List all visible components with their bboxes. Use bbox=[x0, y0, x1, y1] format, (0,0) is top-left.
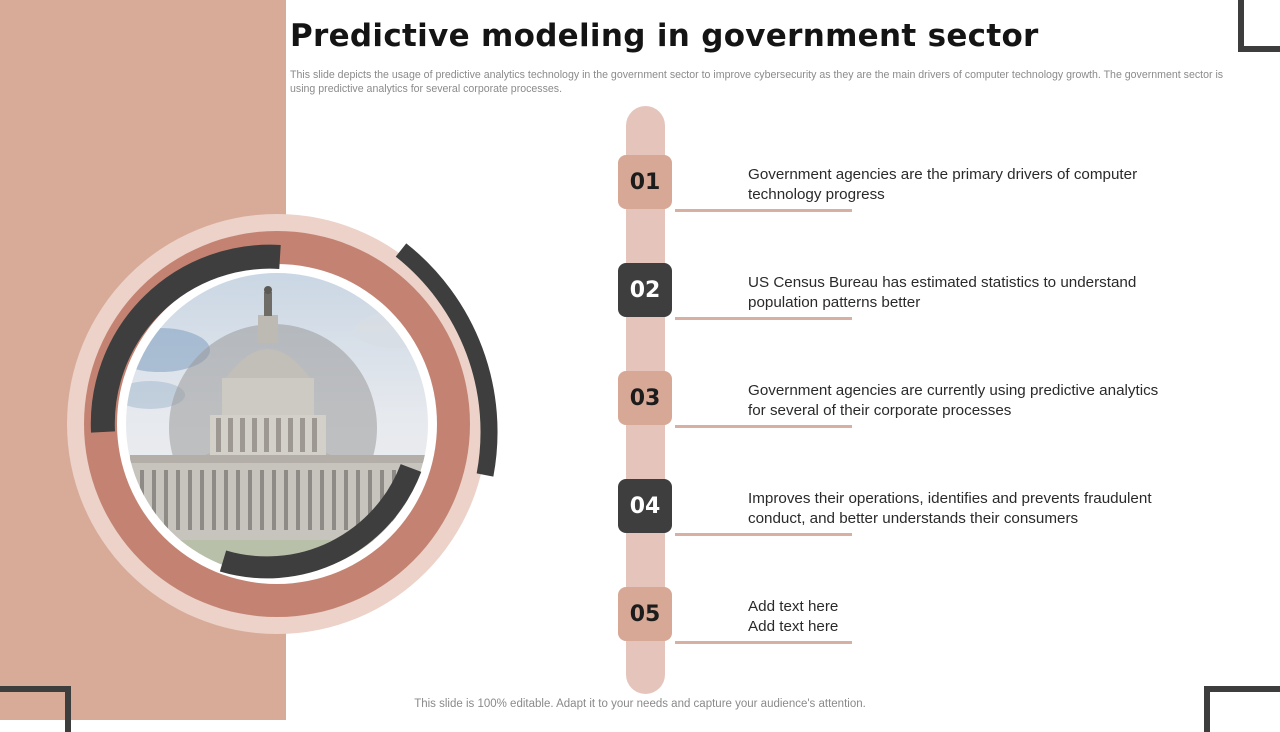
step-description: US Census Bureau has estimated statistic… bbox=[748, 273, 1188, 312]
step-text-line-2: population patterns better bbox=[748, 293, 921, 311]
step-number-badge: 04 bbox=[618, 479, 672, 533]
dark-arc-upper bbox=[90, 244, 281, 433]
step-description: Government agencies are the primary driv… bbox=[748, 165, 1188, 204]
step-text-line-1: Add text here bbox=[748, 598, 839, 615]
slide-title: Predictive modeling in government sector bbox=[290, 18, 1039, 54]
step-number-badge: 01 bbox=[618, 155, 672, 209]
step-03: 03 Government agencies are currently usi… bbox=[618, 371, 1178, 433]
dark-arc-outer bbox=[395, 243, 498, 477]
step-text-line-1: Government agencies are the primary driv… bbox=[748, 166, 1138, 183]
corner-bracket-top-right bbox=[1238, 0, 1280, 52]
corner-bracket-bottom-right bbox=[1204, 686, 1280, 732]
slide-subtitle: This slide depicts the usage of predicti… bbox=[290, 69, 1224, 95]
step-01: 01 Government agencies are the primary d… bbox=[618, 155, 1178, 217]
corner-bracket-bottom-left bbox=[0, 686, 71, 732]
step-text-line-2: conduct, and better understands their co… bbox=[748, 509, 1079, 527]
step-text-line-1: US Census Bureau has estimated statistic… bbox=[748, 274, 1137, 291]
step-number-badge: 05 bbox=[618, 587, 672, 641]
slide-footer-note: This slide is 100% editable. Adapt it to… bbox=[414, 698, 866, 710]
step-description: Improves their operations, identifies an… bbox=[748, 489, 1188, 528]
step-02: 02 US Census Bureau has estimated statis… bbox=[618, 263, 1178, 325]
dark-arc-lower bbox=[219, 463, 422, 579]
step-number-badge: 03 bbox=[618, 371, 672, 425]
step-text-line-1: Government agencies are currently using … bbox=[748, 382, 1159, 399]
step-text-line-2: Add text here bbox=[748, 617, 839, 635]
step-text-line-2: technology progress bbox=[748, 185, 885, 203]
step-text-line-2: for several of their corporate processes bbox=[748, 401, 1012, 419]
step-04: 04 Improves their operations, identifies… bbox=[618, 479, 1178, 541]
step-number-badge: 02 bbox=[618, 263, 672, 317]
step-underline bbox=[675, 209, 852, 212]
capitol-ring-visual bbox=[67, 214, 498, 634]
step-underline bbox=[675, 533, 852, 536]
step-description: Add text here Add text here bbox=[748, 597, 1188, 636]
step-underline bbox=[675, 317, 852, 320]
step-description: Government agencies are currently using … bbox=[748, 381, 1188, 420]
step-05: 05 Add text here Add text here bbox=[618, 587, 1178, 649]
step-underline bbox=[675, 641, 852, 644]
step-text-line-1: Improves their operations, identifies an… bbox=[748, 490, 1152, 507]
step-underline bbox=[675, 425, 852, 428]
